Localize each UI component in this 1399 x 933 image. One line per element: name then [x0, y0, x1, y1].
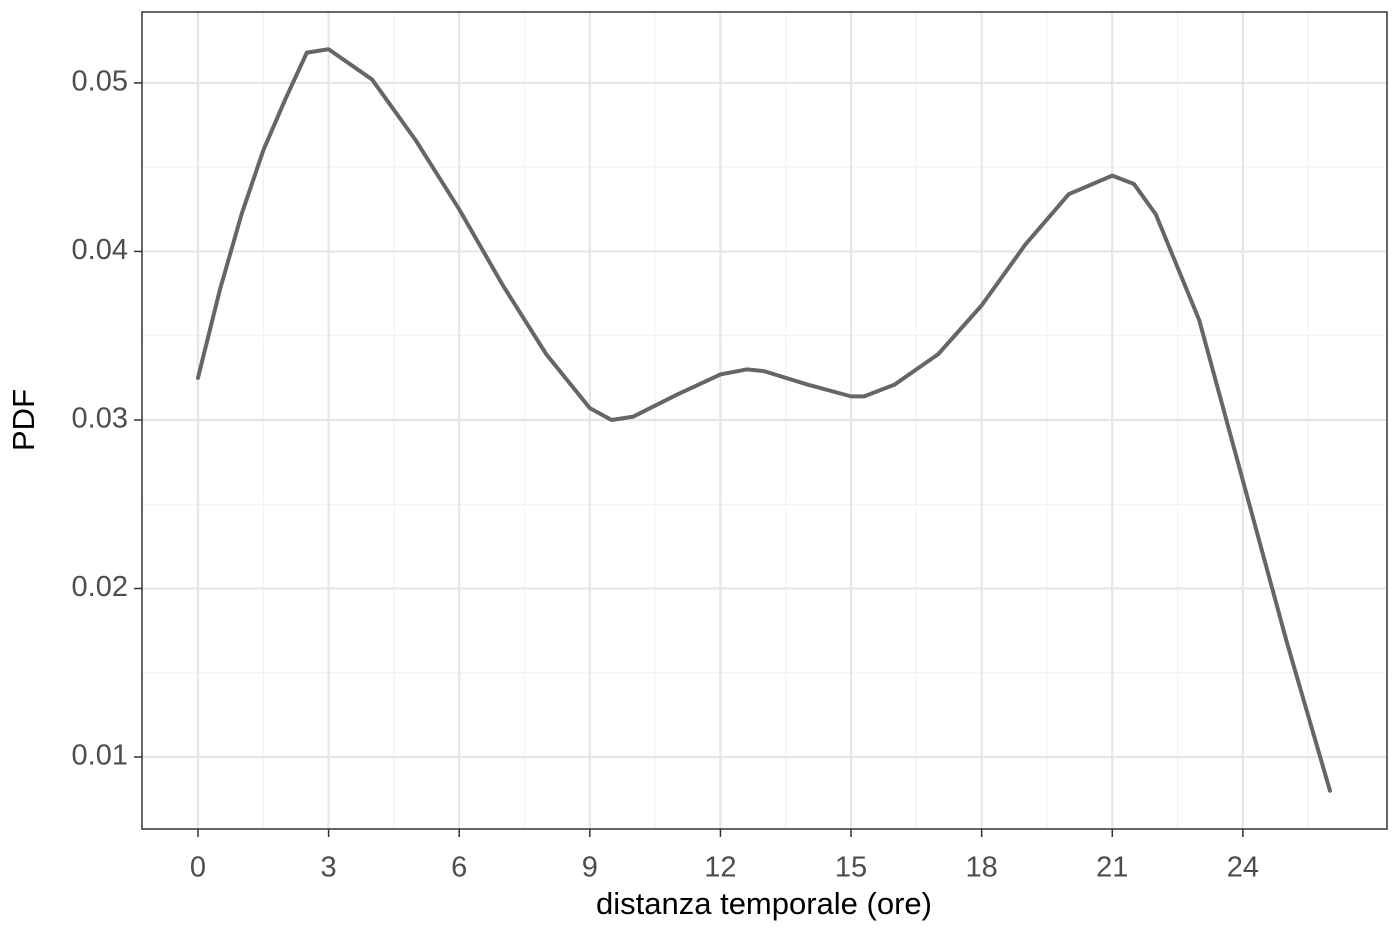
y-tick-label: 0.02: [72, 571, 128, 603]
y-tick-label: 0.03: [72, 403, 128, 435]
x-tick-label: 24: [1227, 852, 1259, 884]
x-axis-title: distanza temporale (ore): [596, 886, 932, 921]
x-tick-label: 21: [1096, 852, 1128, 884]
y-tick-label: 0.05: [72, 66, 128, 98]
x-tick-label: 3: [321, 852, 337, 884]
x-tick-label: 0: [190, 852, 206, 884]
density-line: [195, 47, 1332, 793]
x-tick-label: 18: [966, 852, 998, 884]
x-tick-label: 15: [835, 852, 867, 884]
y-tick-label: 0.04: [72, 234, 128, 266]
plot-border: [141, 11, 1388, 830]
x-tick-label: 9: [582, 852, 598, 884]
x-tick-label: 12: [704, 852, 736, 884]
y-axis-title: PDF: [6, 389, 41, 451]
y-tick-label: 0.01: [72, 740, 128, 772]
x-tick-label: 6: [451, 852, 467, 884]
